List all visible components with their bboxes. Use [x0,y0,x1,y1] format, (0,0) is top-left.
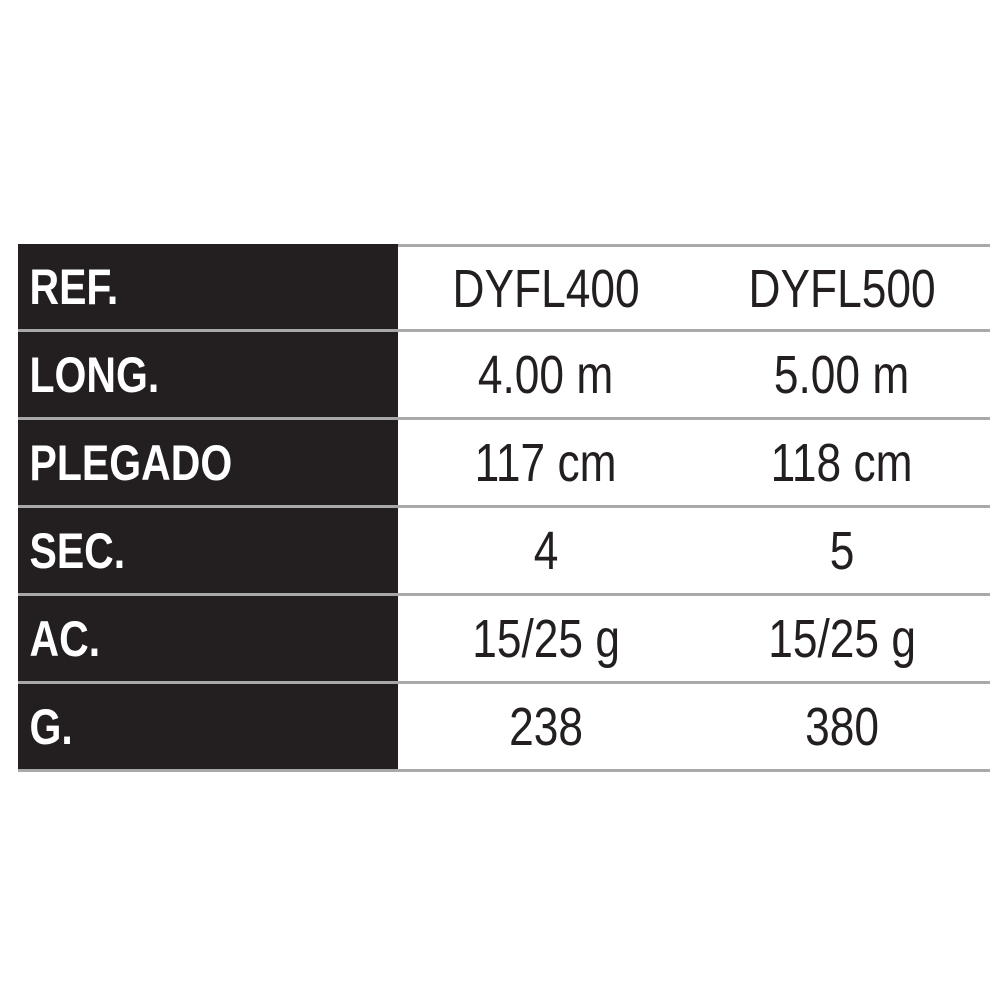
table-row-ac: AC. 15/25 g 15/25 g [18,596,990,684]
cell-value: 117 cm [475,432,617,493]
cell-value: 118 cm [771,432,913,493]
cell-value: 5.00 m [774,344,910,405]
row-label: REF. [18,244,398,329]
spec-table: REF. DYFL400 DYFL500 LONG. 4.00 m 5.00 m… [18,244,990,772]
row-label: G. [18,684,398,769]
table-row-ref: REF. DYFL400 DYFL500 [18,244,990,332]
table-row-plegado: PLEGADO 117 cm 118 cm [18,420,990,508]
row-label: LONG. [18,332,398,417]
cell-value: DYFL400 [452,258,640,319]
cell-value: 4 [533,520,559,581]
cell-value: 5 [829,520,855,581]
cell-value: 238 [509,696,583,757]
row-label: PLEGADO [18,420,398,505]
table-row-g: G. 238 380 [18,684,990,772]
cell-value: 15/25 g [768,608,916,669]
cell-value: 15/25 g [472,608,620,669]
cell-value: 4.00 m [478,344,614,405]
row-label: AC. [18,596,398,681]
cell-value: DYFL500 [748,258,936,319]
table-row-long: LONG. 4.00 m 5.00 m [18,332,990,420]
table-row-sec: SEC. 4 5 [18,508,990,596]
row-label: SEC. [18,508,398,593]
table-top-divider [398,244,990,247]
cell-value: 380 [805,696,879,757]
